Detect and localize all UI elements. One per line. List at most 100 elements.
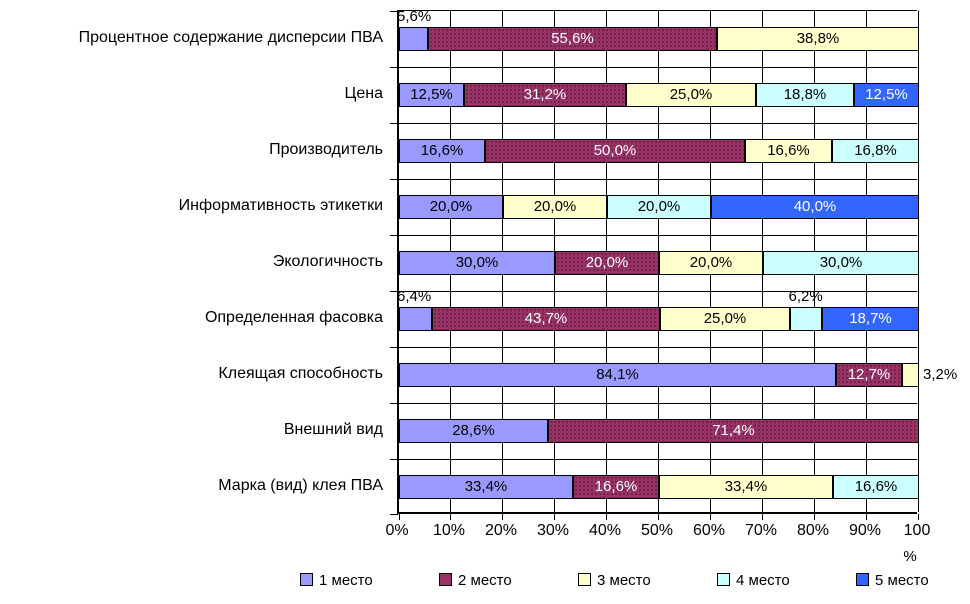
bar-segment [902,363,919,387]
category-gridline [399,179,917,180]
x-axis-tick-label: 30% [536,522,570,539]
legend-swatch-4 [717,573,730,586]
category-gridline [399,459,917,460]
bar-row: 16,6% 50,0% 16,6% 16,8% [399,139,919,163]
bar-segment [399,307,432,331]
legend-swatch-1 [300,573,313,586]
x-axis-tick-label: 100 [903,522,931,539]
x-axis-tick [866,514,867,520]
bar-segment: 16,8% [832,139,919,163]
bar-segment: 16,6% [745,139,832,163]
y-axis-tick [390,179,398,180]
bar-segment: 20,0% [555,251,659,275]
bar-segment-outside-label: 5,6% [397,8,432,25]
bar-segment: 30,0% [763,251,919,275]
y-axis-tick [390,123,398,124]
bar-segment: 18,7% [822,307,919,331]
x-axis-tick-label: 10% [432,522,466,539]
bar-segment: 16,6% [399,139,485,163]
x-axis-tick [554,514,555,520]
bar-segment [790,307,822,331]
legend-label: 3 место [597,572,651,589]
y-axis-tick [390,291,398,292]
bar-segment: 50,0% [485,139,745,163]
x-axis-tick [606,514,607,520]
x-axis-tick [658,514,659,520]
category-label: Клеящая способность [218,365,383,382]
y-axis-tick [390,235,398,236]
bar-segment: 12,5% [399,83,464,107]
legend-item: 2 место [439,572,512,590]
bar-row: 12,5% 31,2% 25,0% 18,8% 12,5% [399,83,919,107]
category-label: Процентное содержание дисперсии ПВА [78,29,383,46]
y-axis-tick [390,403,398,404]
y-axis-tick [390,67,398,68]
bar-segment-outside-label: 6,4% [397,288,432,305]
x-axis-tick-label: 50% [640,522,674,539]
legend-swatch-5 [856,573,869,586]
legend-label: 4 место [736,572,790,589]
bar-segment: 33,4% [659,475,833,499]
bar-segment: 20,0% [659,251,763,275]
x-axis-tick [710,514,711,520]
bar-row: 20,0% 20,0% 20,0% 40,0% [399,195,919,219]
bar-segment [399,27,428,51]
category-label: Определенная фасовка [204,309,383,326]
legend-item: 1 место [300,572,373,590]
x-axis-tick-label: 90% [848,522,882,539]
bar-segment: 20,0% [399,195,503,219]
y-axis-tick [390,514,398,515]
category-label: Внешний вид [283,421,383,438]
bar-row: 30,0% 20,0% 20,0% 30,0% [399,251,919,275]
bar-segment: 40,0% [711,195,919,219]
x-axis-tick-label: 20% [484,522,518,539]
y-axis-tick [390,11,398,12]
x-axis-tick-label: 80% [796,522,830,539]
bar-segment: 16,6% [833,475,919,499]
x-axis-tick-label: 0% [385,522,409,539]
bar-segment: 84,1% [399,363,836,387]
category-gridline [399,235,917,236]
bar-row: 28,6% 71,4% [399,419,919,443]
x-axis-tick [399,514,400,520]
x-axis-tick-label: 70% [744,522,778,539]
category-label: Марка (вид) клея ПВА [218,477,383,494]
legend-swatch-3 [578,573,591,586]
bar-segment: 25,0% [660,307,790,331]
y-axis-tick [390,347,398,348]
bar-segment: 25,0% [626,83,756,107]
category-gridline [399,403,917,404]
x-axis-tick [450,514,451,520]
bar-segment: 12,7% [836,363,902,387]
bar-segment: 43,7% [432,307,660,331]
category-gridline [399,291,917,292]
bar-row: 43,7% 25,0% 18,7% [399,307,919,331]
bar-segment: 38,8% [717,27,919,51]
bar-segment: 71,4% [548,419,919,443]
x-axis-tick [814,514,815,520]
category-label: Цена [344,85,383,102]
y-axis-tick [390,459,398,460]
category-label: Производитель [269,141,383,158]
bar-row: 55,6% 38,8% [399,27,919,51]
bar-segment-outside-label: 3,2% [923,366,958,383]
x-axis-unit-label: % [903,548,917,565]
bar-segment: 33,4% [399,475,573,499]
legend-label: 5 место [875,572,929,589]
bar-segment: 20,0% [503,195,607,219]
legend-label: 2 место [458,572,512,589]
bar-segment: 12,5% [854,83,919,107]
bar-segment: 16,6% [573,475,659,499]
x-axis-tick-label: 60% [692,522,726,539]
category-label: Экологичность [272,253,383,270]
legend-item: 5 место [856,572,929,590]
bar-segment: 55,6% [428,27,717,51]
bar-segment: 31,2% [464,83,626,107]
plot-area: 5,6% 55,6% 38,8% 12,5% 31,2% 25,0% 18,8% 12,5% 1… [390,8,957,520]
legend-swatch-2 [439,573,452,586]
bar-segment: 30,0% [399,251,555,275]
x-axis-tick [502,514,503,520]
x-axis-tick [762,514,763,520]
legend-item: 3 место [578,572,651,590]
